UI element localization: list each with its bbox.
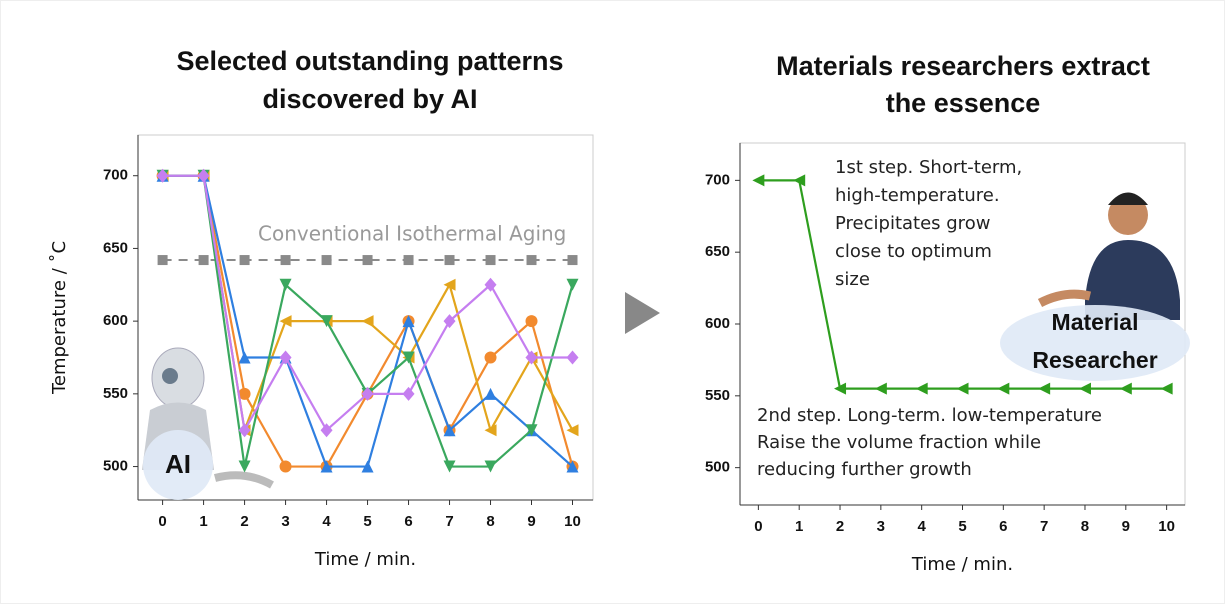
annotation: 1st step. Short-term,: [835, 157, 1022, 178]
chart-title: discovered by AI: [262, 84, 477, 114]
x-tick-label: 7: [1040, 518, 1048, 535]
y-tick-label: 500: [705, 459, 730, 476]
x-tick-label: 8: [486, 513, 494, 530]
annotation: Conventional Isothermal Aging: [258, 222, 566, 246]
marker: [404, 255, 414, 265]
y-tick-label: 700: [705, 171, 730, 188]
badge-label: Researcher: [1032, 347, 1157, 373]
annotation: 2nd step. Long-term. low-temperature: [757, 405, 1102, 426]
x-axis-label: Time / min.: [911, 554, 1013, 575]
marker: [158, 255, 168, 265]
annotation: close to optimum: [835, 241, 992, 262]
y-tick-label: 550: [705, 387, 730, 404]
x-tick-label: 4: [918, 518, 927, 535]
x-tick-label: 2: [240, 513, 248, 530]
x-tick-label: 0: [158, 513, 166, 530]
x-tick-label: 1: [199, 513, 207, 530]
x-tick-label: 5: [363, 513, 371, 530]
y-axis-label: Temperature / ˚C: [49, 241, 70, 395]
x-tick-label: 7: [445, 513, 453, 530]
x-tick-label: 0: [754, 518, 762, 535]
x-tick-label: 3: [281, 513, 289, 530]
x-axis-label: Time / min.: [314, 549, 416, 570]
marker: [527, 255, 537, 265]
annotation: size: [835, 269, 870, 290]
x-tick-label: 4: [322, 513, 331, 530]
marker: [281, 255, 291, 265]
y-tick-label: 650: [103, 239, 128, 256]
marker: [280, 461, 292, 473]
figure: Selected outstanding patterns discovered …: [0, 0, 1225, 604]
x-tick-label: 8: [1081, 518, 1089, 535]
x-tick-label: 1: [795, 518, 803, 535]
x-tick-label: 6: [999, 518, 1007, 535]
marker: [240, 255, 250, 265]
x-tick-label: 10: [1158, 518, 1175, 535]
badge-label: Material: [1052, 309, 1139, 335]
badge-label: AI: [165, 449, 191, 479]
x-tick-label: 3: [877, 518, 885, 535]
y-tick-label: 650: [705, 243, 730, 260]
marker: [485, 351, 497, 363]
y-tick-label: 550: [103, 385, 128, 402]
y-tick-label: 700: [103, 167, 128, 184]
marker: [363, 255, 373, 265]
marker: [322, 255, 332, 265]
marker: [526, 315, 538, 327]
y-tick-label: 500: [103, 458, 128, 475]
x-tick-label: 5: [958, 518, 966, 535]
annotation: Raise the volume fraction while: [757, 432, 1041, 453]
marker: [199, 255, 209, 265]
x-tick-label: 10: [564, 513, 581, 530]
chart-title: Materials researchers extract: [776, 51, 1150, 81]
y-tick-label: 600: [103, 312, 128, 329]
x-tick-label: 9: [1122, 518, 1130, 535]
annotation: high-temperature.: [835, 185, 1000, 206]
annotation: Precipitates grow: [835, 213, 990, 234]
x-tick-label: 6: [404, 513, 412, 530]
annotation: reducing further growth: [757, 459, 972, 480]
marker: [445, 255, 455, 265]
y-tick-label: 600: [705, 315, 730, 332]
marker: [568, 255, 578, 265]
chart-title: Selected outstanding patterns: [176, 46, 563, 76]
marker: [486, 255, 496, 265]
chart-title: the essence: [886, 88, 1041, 118]
x-tick-label: 9: [527, 513, 535, 530]
x-tick-label: 2: [836, 518, 844, 535]
